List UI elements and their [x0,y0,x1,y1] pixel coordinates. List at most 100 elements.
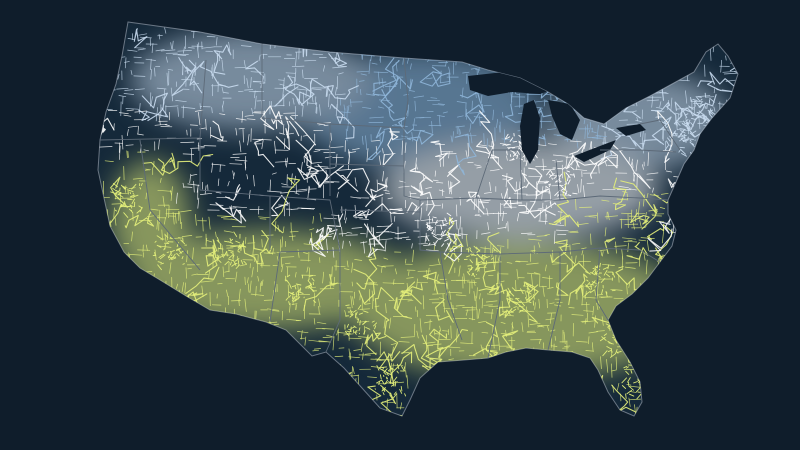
road-segment [476,258,478,270]
road-segment [611,363,613,378]
road-segment [691,289,704,291]
road-segment [508,387,514,390]
road-segment [470,377,485,379]
road-segment [406,129,434,145]
road-segment [424,398,436,401]
road-segment [577,73,591,98]
road-segment [346,260,349,268]
road-segment [692,130,697,134]
road-segment [333,360,336,369]
road-segment [390,343,397,346]
road-segment [164,374,167,389]
road-segment [221,86,224,94]
road-segment [675,244,689,247]
road-segment [702,325,738,354]
road-segment [481,232,491,235]
road-segment [258,54,261,62]
road-segment [109,220,112,228]
road-segment [547,287,554,290]
road-segment [473,290,476,302]
road-segment [360,54,375,57]
road-segment [518,147,523,153]
road-segment [281,263,284,273]
road-segment [705,367,707,382]
road-segment [513,306,517,308]
road-segment [720,339,732,341]
road-segment [420,207,423,220]
road-segment [164,321,178,323]
road-segment [547,21,557,22]
road-segment [405,370,407,378]
road-segment [653,293,656,301]
road-segment [161,229,163,241]
road-segment [389,392,392,394]
road-segment [628,333,632,336]
road-segment [452,219,458,222]
road-segment [286,318,300,321]
road-segment [156,414,169,416]
road-segment [205,367,207,379]
road-segment [672,310,678,313]
road-segment [254,362,256,374]
road-segment [599,262,601,268]
road-segment [545,264,547,272]
road-segment [374,286,399,356]
road-segment [254,310,256,324]
road-segment [150,69,152,80]
road-segment [383,257,389,260]
road-segment [222,410,224,416]
road-segment [194,62,197,77]
road-segment [303,252,308,254]
road-segment [271,177,301,234]
road-segment [693,332,706,335]
road-segment [454,133,477,176]
road-segment [552,154,567,157]
road-segment [477,373,483,375]
road-segment [512,410,515,416]
road-segment [617,382,620,391]
road-segment [628,398,641,401]
road-segment [359,308,370,310]
road-segment [401,140,403,155]
road-segment [725,55,727,61]
road-segment [663,331,677,334]
road-segment [143,149,149,152]
road-segment [394,268,397,275]
road-segment [248,360,257,362]
road-segment [235,127,238,136]
road-segment [435,299,454,323]
road-segment [196,184,199,193]
road-segment [179,250,184,254]
road-segment [98,22,99,31]
road-segment [165,280,167,293]
road-segment [158,253,165,258]
road-segment [181,256,184,260]
road-segment [220,326,229,328]
road-segment [678,148,682,153]
road-segment [584,62,587,71]
road-segment [349,240,352,247]
road-segment [128,295,138,298]
road-segment [218,248,224,250]
road-segment [243,260,247,265]
road-segment [281,183,289,186]
road-segment [513,394,516,401]
road-segment [205,237,208,246]
road-segment [442,229,446,235]
road-segment [697,95,711,97]
road-segment [196,413,199,416]
road-segment [620,180,658,230]
road-segment [476,287,478,299]
road-segment [669,144,672,150]
road-segment [506,155,508,161]
road-segment [359,80,365,82]
road-segment [253,175,255,187]
road-segment [112,183,119,188]
road-segment [488,305,500,308]
road-segment [132,194,139,198]
road-segment [329,146,344,149]
road-segment [665,360,669,370]
road-segment [596,330,605,332]
road-segment [505,136,511,140]
road-segment [335,171,359,192]
